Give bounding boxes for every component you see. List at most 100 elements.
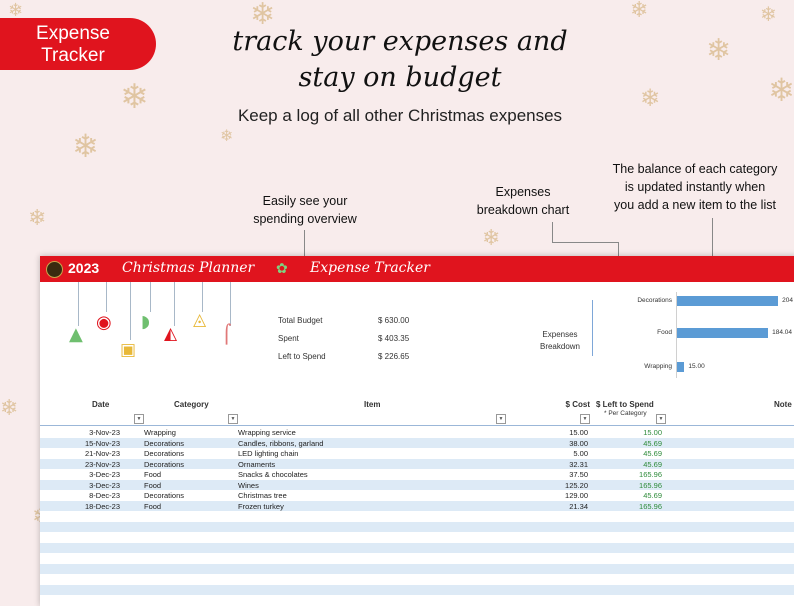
callout-balance-line-2: is updated instantly when bbox=[624, 180, 766, 194]
breakdown-label-line-2: Breakdown bbox=[539, 342, 581, 351]
cell-date: 3-Dec-23 bbox=[89, 480, 120, 490]
breakdown-label: Expenses Breakdown bbox=[530, 329, 590, 353]
chart-value-label: 15.00 bbox=[688, 363, 705, 370]
cell-date: 21-Nov-23 bbox=[84, 449, 120, 458]
empty-table-row[interactable] bbox=[40, 542, 794, 553]
snowflake-icon: ❄ bbox=[482, 226, 501, 251]
candy-cane-icon: ⌠ bbox=[222, 324, 232, 345]
column-header-date: Date bbox=[92, 400, 110, 409]
sheet-year: 2023 bbox=[68, 260, 100, 276]
cell-item: Wines bbox=[238, 480, 259, 490]
cell-category: Food bbox=[144, 480, 162, 490]
breakdown-label-line-1: Expenses bbox=[542, 330, 578, 339]
empty-table-row[interactable] bbox=[40, 584, 794, 595]
cell-cost: 129.00 bbox=[565, 491, 588, 500]
cell-item: Ornaments bbox=[238, 459, 276, 469]
table-row[interactable]: 23-Nov-23 Decorations Ornaments 32.31 45.69 bbox=[40, 458, 794, 469]
callout-connector bbox=[552, 222, 553, 242]
item-filter-button[interactable]: ▼ bbox=[496, 414, 506, 424]
cell-category: Decorations bbox=[144, 459, 185, 469]
cell-category: Decorations bbox=[144, 491, 185, 500]
cell-cost: 32.31 bbox=[569, 459, 588, 469]
cell-item: Candles, ribbons, garland bbox=[238, 438, 324, 448]
badge-line-1: Expense bbox=[36, 23, 110, 44]
tracker-title: Expense Tracker bbox=[310, 260, 430, 276]
cell-item: Wrapping service bbox=[238, 428, 296, 437]
empty-table-row[interactable] bbox=[40, 574, 794, 585]
summary-value: $ 403.35 bbox=[378, 334, 410, 343]
cell-date: 3-Nov-23 bbox=[89, 428, 120, 437]
summary-left-to-spend: Left to Spend $ 226.65 bbox=[278, 352, 478, 364]
cell-cost: 15.00 bbox=[569, 428, 588, 437]
snowflake-icon: ❄ bbox=[250, 0, 276, 32]
table-row[interactable]: 15-Nov-23 Decorations Candles, ribbons, ga… bbox=[40, 437, 794, 448]
empty-table-row[interactable] bbox=[40, 563, 794, 574]
snowflake-icon: ❄ bbox=[28, 206, 47, 231]
callout-overview-line-2: spending overview bbox=[253, 212, 357, 226]
chart-bar bbox=[677, 328, 769, 338]
chart-category-label: Wrapping bbox=[644, 363, 672, 370]
chart-bar bbox=[677, 296, 779, 306]
summary-label: Total Budget bbox=[278, 316, 323, 325]
empty-table-row[interactable] bbox=[40, 553, 794, 564]
subtitle: Keep a log of all other Christmas expens… bbox=[237, 106, 563, 125]
cell-left-to-spend: 45.69 bbox=[643, 459, 662, 469]
table-row[interactable]: 8-Dec-23 Decorations Christmas tree 129.00 4… bbox=[40, 490, 794, 501]
empty-table-row[interactable] bbox=[40, 595, 794, 606]
callout-overview-line-1: Easily see your bbox=[262, 194, 348, 208]
table-row[interactable]: 3-Dec-23 Food Snacks & chocolates 37.50 165.… bbox=[40, 469, 794, 480]
cell-left-to-spend: 45.69 bbox=[643, 491, 662, 500]
callout-chart-line-2: breakdown chart bbox=[476, 203, 570, 217]
empty-table-row[interactable] bbox=[40, 521, 794, 532]
summary-label: Spent bbox=[278, 334, 299, 343]
cell-left-to-spend: 15.00 bbox=[643, 428, 662, 437]
empty-table-row[interactable] bbox=[40, 511, 794, 522]
summary-label: Left to Spend bbox=[278, 352, 326, 361]
chart-category-label: Food bbox=[657, 329, 672, 336]
column-header-category: Category bbox=[174, 400, 209, 409]
cell-category: Decorations bbox=[144, 449, 185, 458]
expense-tracker-badge: Expense Tracker bbox=[0, 18, 156, 70]
date-filter-button[interactable]: ▼ bbox=[134, 414, 144, 424]
stocking-ornament-icon: ◗ bbox=[141, 312, 150, 332]
headline-line-2: stay on budget bbox=[298, 62, 502, 93]
snowflake-icon: ❄ bbox=[0, 396, 19, 421]
chart-bar bbox=[677, 362, 685, 372]
callout-connector bbox=[552, 242, 618, 243]
hat-ornament-icon: ◭ bbox=[164, 324, 178, 344]
summary-value: $ 630.00 bbox=[378, 316, 410, 325]
cell-left-to-spend: 45.69 bbox=[643, 438, 662, 448]
callout-chart: Expenses breakdown chart bbox=[458, 183, 588, 219]
breakdown-divider bbox=[592, 300, 593, 356]
cell-date: 8-Dec-23 bbox=[89, 491, 120, 500]
cell-cost: 38.00 bbox=[569, 438, 588, 448]
cell-item: LED lighting chain bbox=[238, 449, 299, 458]
cost-filter-button[interactable]: ▼ bbox=[580, 414, 590, 424]
bell-ornament-icon: ◬ bbox=[193, 310, 207, 330]
chart-value-label: 184.04 bbox=[772, 329, 793, 336]
logo-icon bbox=[46, 261, 63, 278]
table-row[interactable]: 3-Nov-23 Wrapping Wrapping service 15.00 15.… bbox=[40, 427, 794, 438]
cell-category: Wrapping bbox=[144, 428, 176, 437]
callout-balance-line-3: you add a new item to the list bbox=[614, 198, 776, 212]
cell-cost: 37.50 bbox=[569, 470, 588, 479]
category-filter-button[interactable]: ▼ bbox=[228, 414, 238, 424]
bauble-ornament-icon: ◉ bbox=[96, 312, 112, 333]
snowflake-icon: ❄ bbox=[760, 2, 777, 26]
callout-chart-line-1: Expenses bbox=[495, 185, 551, 199]
left-to-spend-filter-button[interactable]: ▼ bbox=[656, 414, 666, 424]
cell-date: 23-Nov-23 bbox=[84, 459, 120, 469]
holly-icon: ✿ bbox=[276, 260, 288, 276]
table-row[interactable]: 3-Dec-23 Food Wines 125.20 165.96 bbox=[40, 479, 794, 490]
column-header-left-to-spend: $ Left to Spend bbox=[596, 400, 654, 409]
snowflake-icon: ❄ bbox=[220, 126, 234, 145]
table-row[interactable]: 18-Dec-23 Food Frozen turkey 21.34 165.96 bbox=[40, 500, 794, 511]
table-row[interactable]: 21-Nov-23 Decorations LED lighting chain 5.… bbox=[40, 448, 794, 459]
empty-table-row[interactable] bbox=[40, 532, 794, 543]
snowflake-icon: ❄ bbox=[120, 77, 149, 117]
sheet-header: 2023 Christmas Planner ✿ Expense Tracker bbox=[40, 256, 794, 282]
callout-balance: The balance of each category is updated … bbox=[600, 160, 790, 214]
cell-left-to-spend: 165.96 bbox=[639, 501, 662, 511]
snowflake-icon: ❄ bbox=[72, 127, 99, 165]
chart-axis bbox=[676, 292, 677, 378]
